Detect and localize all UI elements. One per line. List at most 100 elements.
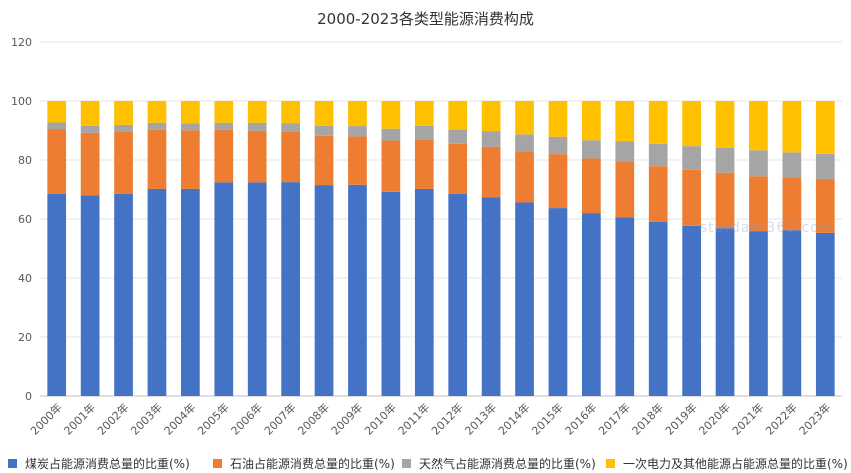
bar-segment-3-10[interactable]: [381, 101, 401, 129]
bar-segment-1-5[interactable]: [214, 129, 234, 183]
bar-segment-0-14[interactable]: [515, 202, 534, 396]
bar-segment-3-15[interactable]: [548, 101, 568, 137]
bar-segment-0-0[interactable]: [47, 193, 67, 396]
bar-segment-1-19[interactable]: [682, 169, 701, 226]
bar-segment-1-21[interactable]: [749, 176, 768, 232]
bar-segment-0-5[interactable]: [214, 182, 234, 396]
bar-segment-0-2[interactable]: [114, 193, 133, 396]
bar-segment-1-8[interactable]: [314, 135, 334, 186]
bar-segment-2-5[interactable]: [214, 122, 234, 130]
bar-segment-2-4[interactable]: [181, 123, 200, 131]
bar-segment-1-16[interactable]: [582, 158, 601, 214]
bar-segment-0-7[interactable]: [281, 182, 300, 396]
bar-segment-3-18[interactable]: [648, 101, 668, 144]
bar-segment-2-20[interactable]: [715, 147, 735, 173]
legend-item-gas[interactable]: 天然气占能源消费总量的比重(%): [402, 455, 596, 472]
bar-segment-2-7[interactable]: [281, 123, 300, 132]
bar-segment-2-0[interactable]: [47, 122, 67, 130]
bar-segment-3-14[interactable]: [515, 101, 534, 135]
legend-item-primary-power[interactable]: 一次电力及其他能源占能源总量的比重(%): [606, 455, 848, 472]
bar-segment-1-10[interactable]: [381, 140, 401, 192]
bar-segment-0-19[interactable]: [682, 225, 701, 396]
bar-segment-3-19[interactable]: [682, 101, 701, 147]
bar-segment-1-11[interactable]: [414, 139, 434, 189]
bar-segment-0-1[interactable]: [80, 195, 100, 396]
bar-segment-1-9[interactable]: [348, 136, 367, 185]
bar-segment-0-18[interactable]: [648, 221, 668, 396]
bar-segment-1-4[interactable]: [181, 130, 200, 189]
bar-segment-2-1[interactable]: [80, 125, 100, 133]
bar-segment-2-13[interactable]: [481, 131, 501, 147]
bar-segment-2-8[interactable]: [314, 125, 334, 136]
legend-item-coal[interactable]: 煤炭占能源消费总量的比重(%): [8, 455, 190, 472]
bar-segment-0-22[interactable]: [782, 230, 802, 396]
bar-segment-1-13[interactable]: [481, 146, 501, 198]
bar-segment-3-2[interactable]: [114, 101, 133, 125]
bar-segment-1-14[interactable]: [515, 151, 534, 203]
legend-item-oil[interactable]: 石油占能源消费总量的比重(%): [213, 455, 395, 472]
bar-segment-0-11[interactable]: [414, 188, 434, 396]
bar-segment-1-15[interactable]: [548, 154, 568, 209]
bar-segment-3-21[interactable]: [749, 101, 768, 151]
bar-segment-0-8[interactable]: [314, 185, 334, 396]
bar-segment-1-2[interactable]: [114, 131, 133, 194]
bar-segment-2-15[interactable]: [548, 136, 568, 155]
bar-segment-2-23[interactable]: [815, 153, 835, 179]
bar-segment-0-16[interactable]: [582, 213, 601, 396]
bar-segment-2-22[interactable]: [782, 152, 802, 178]
bar-segment-3-5[interactable]: [214, 101, 234, 123]
bar-segment-1-3[interactable]: [147, 129, 167, 189]
bar-segment-3-23[interactable]: [815, 101, 835, 154]
bar-segment-2-21[interactable]: [749, 150, 768, 177]
bar-segment-3-8[interactable]: [314, 101, 334, 126]
bar-segment-3-7[interactable]: [281, 101, 300, 124]
bar-segment-2-12[interactable]: [448, 129, 468, 144]
bar-segment-1-6[interactable]: [247, 130, 267, 183]
bar-segment-0-17[interactable]: [615, 217, 635, 396]
bar-segment-1-18[interactable]: [648, 166, 668, 222]
bar-segment-2-6[interactable]: [247, 122, 267, 131]
bar-segment-3-9[interactable]: [348, 101, 367, 127]
bar-segment-1-23[interactable]: [815, 178, 835, 233]
bar-segment-0-15[interactable]: [548, 208, 568, 396]
bar-segment-2-16[interactable]: [582, 140, 601, 159]
bar-segment-3-1[interactable]: [80, 101, 100, 126]
bar-segment-0-4[interactable]: [181, 188, 200, 396]
bar-segment-1-1[interactable]: [80, 132, 100, 196]
bar-segment-3-11[interactable]: [414, 101, 434, 126]
bar-segment-3-6[interactable]: [247, 101, 267, 123]
bar-segment-3-20[interactable]: [715, 101, 735, 148]
bar-segment-0-10[interactable]: [381, 191, 401, 396]
bar-segment-1-20[interactable]: [715, 172, 735, 229]
bar-segment-3-13[interactable]: [481, 101, 501, 132]
bar-segment-0-23[interactable]: [815, 232, 835, 396]
bar-segment-2-9[interactable]: [348, 126, 367, 137]
bar-segment-3-17[interactable]: [615, 101, 635, 142]
bar-segment-2-17[interactable]: [615, 141, 635, 162]
bar-segment-2-3[interactable]: [147, 122, 167, 130]
bar-segment-0-21[interactable]: [749, 231, 768, 396]
bar-segment-0-20[interactable]: [715, 228, 735, 396]
bar-segment-3-22[interactable]: [782, 101, 802, 153]
bar-segment-1-22[interactable]: [782, 177, 802, 231]
bar-segment-0-13[interactable]: [481, 197, 501, 396]
bar-segment-0-6[interactable]: [247, 182, 267, 396]
bar-segment-1-12[interactable]: [448, 143, 468, 194]
bar-segment-1-17[interactable]: [615, 161, 635, 218]
bar-segment-3-3[interactable]: [147, 101, 167, 123]
bar-segment-2-11[interactable]: [414, 125, 434, 140]
bar-segment-3-0[interactable]: [47, 101, 67, 123]
bar-segment-1-0[interactable]: [47, 129, 67, 194]
bar-segment-3-12[interactable]: [448, 101, 468, 130]
bar-segment-2-19[interactable]: [682, 146, 701, 170]
bar-segment-2-10[interactable]: [381, 128, 401, 141]
bar-segment-1-7[interactable]: [281, 131, 300, 183]
bar-segment-0-9[interactable]: [348, 184, 367, 396]
bar-segment-3-4[interactable]: [181, 101, 200, 124]
bar-segment-2-2[interactable]: [114, 124, 133, 132]
bar-segment-0-3[interactable]: [147, 188, 167, 396]
bar-segment-0-12[interactable]: [448, 193, 468, 396]
bar-segment-2-18[interactable]: [648, 143, 668, 167]
bar-segment-2-14[interactable]: [515, 134, 534, 152]
bar-segment-3-16[interactable]: [582, 101, 601, 141]
